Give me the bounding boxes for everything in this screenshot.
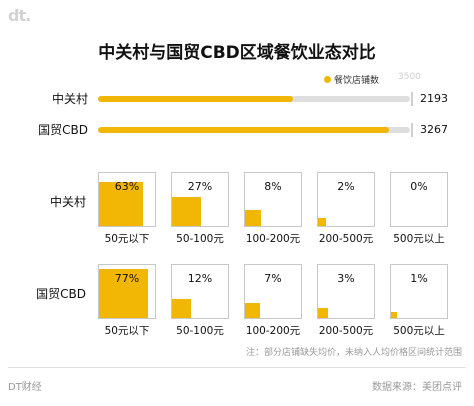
dt-logo: dt. bbox=[8, 6, 31, 25]
tile-percentage-label: 63% bbox=[114, 180, 140, 193]
bar-track bbox=[98, 127, 410, 133]
price-range-label: 100-200元 bbox=[245, 325, 301, 337]
bar-category-label: 国贸CBD bbox=[38, 123, 88, 137]
legend: 餐饮店铺数 bbox=[324, 73, 379, 86]
percentage-tile: 27% bbox=[171, 172, 229, 227]
bar-track bbox=[98, 96, 410, 102]
price-range-label: 50-100元 bbox=[176, 233, 224, 245]
tile-fill bbox=[245, 303, 260, 318]
bar bbox=[98, 127, 390, 133]
percentage-tile: 8% bbox=[244, 172, 302, 227]
price-range-label: 100-200元 bbox=[245, 233, 301, 245]
legend-label: 餐饮店铺数 bbox=[334, 76, 380, 86]
price-range-label: 500元以上 bbox=[393, 325, 445, 337]
scale-max-label: 3500 bbox=[398, 72, 421, 82]
bar-max-tick bbox=[411, 123, 413, 137]
tile-fill bbox=[172, 298, 192, 318]
price-range-label: 200-500元 bbox=[318, 325, 374, 337]
row-label: 国贸CBD bbox=[36, 287, 86, 301]
percentage-tile: 77% bbox=[98, 264, 156, 319]
chart-title: 中关村与国贸CBD区域餐饮业态对比 bbox=[98, 43, 376, 63]
tile-percentage-label: 8% bbox=[264, 180, 282, 193]
tile-percentage-label: 77% bbox=[114, 272, 140, 285]
price-range-label: 500元以上 bbox=[393, 233, 445, 245]
percentage-tile: 12% bbox=[171, 264, 229, 319]
bar-category-label: 中关村 bbox=[51, 92, 88, 106]
bar-value-label: 3267 bbox=[420, 123, 448, 136]
tile-percentage-label: 27% bbox=[187, 180, 213, 193]
tile-percentage-label: 3% bbox=[337, 272, 355, 285]
row-label: 中关村 bbox=[49, 195, 86, 209]
price-range-label: 50元以下 bbox=[104, 233, 150, 245]
tile-percentage-label: 1% bbox=[410, 272, 428, 285]
tile-percentage-label: 2% bbox=[337, 180, 355, 193]
footer-divider bbox=[8, 367, 466, 368]
bar-max-tick bbox=[411, 92, 413, 106]
tile-percentage-label: 7% bbox=[264, 272, 282, 285]
bar bbox=[98, 96, 294, 102]
tile-percentage-label: 12% bbox=[187, 272, 213, 285]
footer-brand: DT财经 bbox=[8, 382, 42, 393]
legend-swatch bbox=[324, 76, 331, 83]
tile-fill bbox=[318, 218, 326, 226]
percentage-tile: 7% bbox=[244, 264, 302, 319]
data-source: 数据来源：美团点评 bbox=[372, 382, 462, 393]
bar-value-label: 2193 bbox=[420, 92, 448, 105]
tile-percentage-label: 0% bbox=[410, 180, 428, 193]
tile-fill bbox=[99, 268, 149, 318]
tile-fill bbox=[318, 308, 328, 318]
percentage-tile: 3% bbox=[317, 264, 375, 319]
tile-fill bbox=[391, 312, 397, 318]
price-range-label: 50-100元 bbox=[176, 325, 224, 337]
tile-fill bbox=[245, 210, 261, 226]
percentage-tile: 2% bbox=[317, 172, 375, 227]
percentage-tile: 0% bbox=[390, 172, 448, 227]
price-range-label: 200-500元 bbox=[318, 233, 374, 245]
tile-fill bbox=[172, 196, 202, 226]
price-range-label: 50元以下 bbox=[104, 325, 150, 337]
percentage-tile: 1% bbox=[390, 264, 448, 319]
percentage-tile: 63% bbox=[98, 172, 156, 227]
footnote: 注：部分店铺缺失均价，未纳入人均价格区间统计范围 bbox=[245, 348, 462, 358]
tile-fill bbox=[99, 181, 144, 226]
